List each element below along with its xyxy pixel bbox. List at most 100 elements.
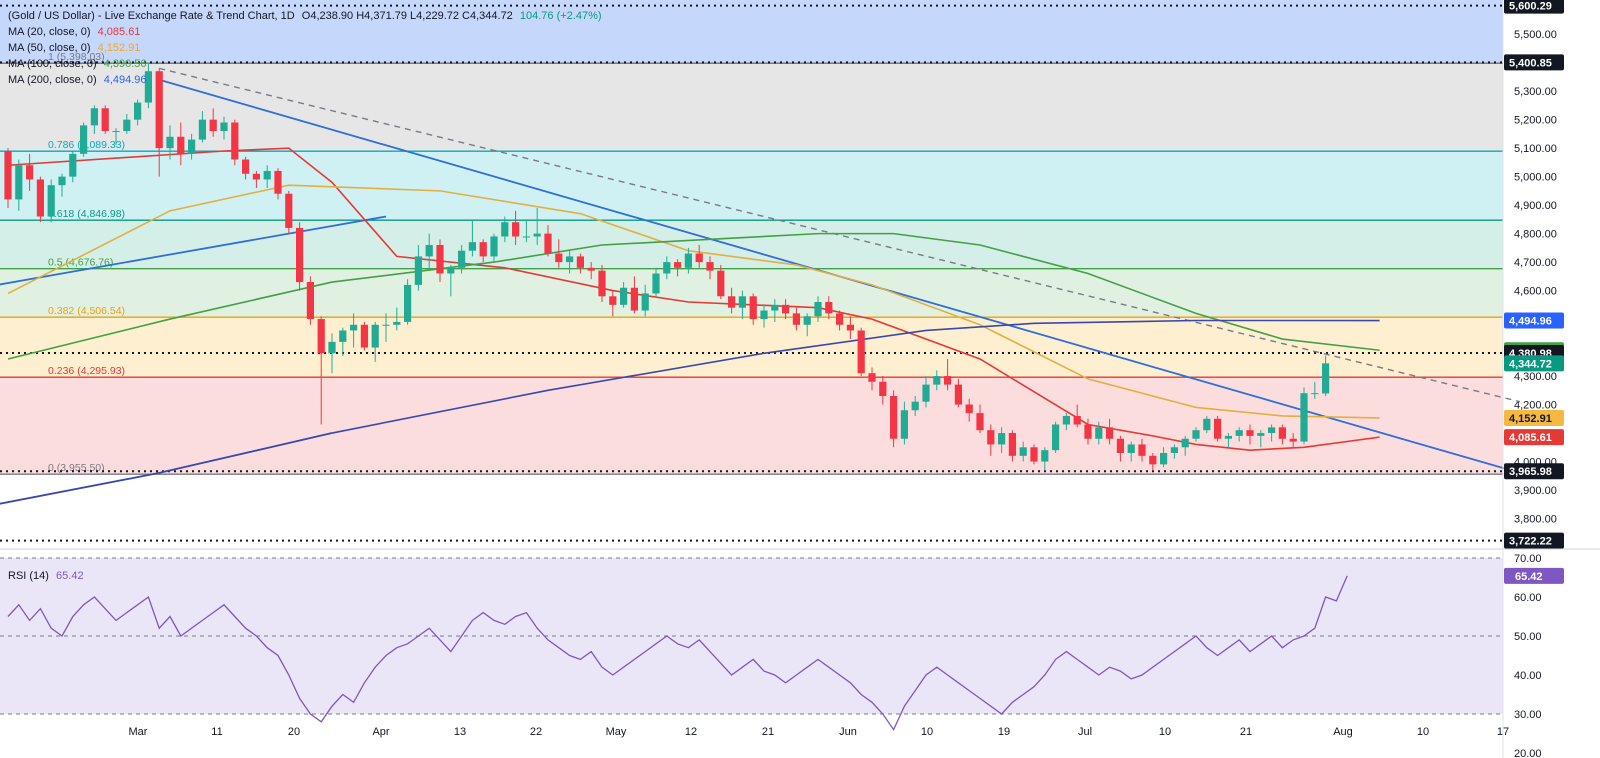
candle-down — [944, 376, 952, 385]
candle-up — [1181, 438, 1189, 448]
fib-zone — [0, 220, 1503, 269]
candle-down — [1106, 427, 1114, 439]
candle-up — [501, 222, 509, 237]
candle-down — [1084, 424, 1092, 439]
candle-down — [4, 150, 12, 200]
candle-up — [414, 256, 422, 285]
candle-up — [263, 170, 271, 180]
time-axis-tick: Jun — [839, 726, 857, 738]
candle-down — [1214, 418, 1222, 439]
candle-up — [382, 324, 390, 326]
price-axis-tick: 4,700.00 — [1514, 257, 1557, 269]
fib-zone — [0, 377, 1503, 475]
candle-down — [36, 179, 44, 217]
candle-down — [101, 108, 109, 132]
candle-up — [90, 108, 98, 126]
candle-down — [965, 404, 973, 414]
candle-up — [350, 324, 358, 331]
candle-up — [1235, 430, 1243, 436]
time-axis-tick: 13 — [454, 726, 466, 738]
candle-up — [188, 139, 196, 154]
candle-up — [1192, 430, 1200, 439]
rsi-value-badge-label: 65.42 — [1515, 571, 1543, 583]
price-axis-tick: 5,300.00 — [1514, 86, 1557, 98]
candle-down — [1278, 427, 1286, 439]
candle-up — [468, 242, 476, 251]
time-axis-tick: Apr — [372, 726, 389, 738]
candle-up — [641, 293, 649, 311]
price-badge — [1504, 355, 1564, 372]
candle-up — [1268, 427, 1276, 434]
rsi-legend-value: 65.42 — [56, 570, 84, 582]
candle-up — [490, 236, 498, 257]
candle-down — [890, 396, 898, 439]
candle-down — [1008, 433, 1016, 456]
candle-up — [425, 245, 433, 257]
price-badge — [1504, 463, 1564, 480]
candle-up — [663, 262, 671, 274]
fib-level-label: 1 (5,398.03) — [48, 51, 105, 63]
rsi-legend[interactable]: RSI (14) 65.42 — [8, 570, 84, 582]
candle-down — [544, 233, 552, 254]
candle-down — [177, 136, 185, 154]
price-axis-tick: 3,900.00 — [1514, 485, 1557, 497]
rsi-axis-tick: 60.00 — [1514, 592, 1542, 604]
candle-up — [771, 304, 779, 311]
candle-up — [393, 321, 401, 325]
candle-up — [69, 153, 77, 177]
time-axis-tick: 20 — [288, 726, 300, 738]
candle-up — [1052, 424, 1060, 451]
candle-down — [857, 330, 865, 374]
candle-down — [436, 245, 444, 274]
rsi-axis-tick: 40.00 — [1514, 670, 1542, 682]
time-axis-tick: 12 — [685, 726, 697, 738]
candle-up — [47, 185, 55, 217]
time-axis-tick: 21 — [762, 726, 774, 738]
candle-up — [458, 250, 466, 268]
candle-up — [533, 233, 541, 237]
candle-up — [112, 131, 120, 133]
candle-down — [209, 119, 217, 132]
time-axis-tick: Jul — [1078, 726, 1092, 738]
candle-down — [1149, 455, 1157, 465]
fib-level-label: 0.5 (4,676.76) — [48, 257, 113, 269]
candle-up — [339, 330, 347, 342]
candle-down — [479, 242, 487, 257]
price-axis-tick: 4,200.00 — [1514, 400, 1557, 412]
price-badge-label: 5,600.29 — [1509, 1, 1552, 13]
price-axis-tick: 4,900.00 — [1514, 200, 1557, 212]
candle-down — [231, 122, 239, 160]
price-badge — [1504, 54, 1564, 71]
candle-down — [598, 270, 606, 297]
candle-down — [1138, 444, 1146, 456]
candle-up — [760, 310, 768, 320]
rsi-axis-tick: 70.00 — [1514, 553, 1542, 565]
candle-down — [587, 267, 595, 271]
fib-level-label: 0 (3,955.50) — [48, 462, 105, 474]
price-badge-label: 4,344.72 — [1509, 358, 1552, 370]
candle-down — [1246, 430, 1254, 436]
candle-down — [717, 270, 725, 297]
price-badge-label: 4,085.61 — [1509, 432, 1552, 444]
candle-down — [1289, 438, 1297, 442]
fib-level-label: 0.236 (4,295.93) — [48, 365, 125, 377]
moving-average-line — [7, 232, 1380, 360]
candle-up — [404, 284, 412, 322]
candle-up — [1224, 435, 1232, 439]
candle-up — [371, 324, 379, 348]
rsi-line — [7, 575, 1348, 731]
candle-down — [976, 413, 984, 431]
candle-up — [911, 401, 919, 411]
fib-zone — [0, 317, 1503, 378]
time-axis-tick: Aug — [1333, 726, 1353, 738]
candle-up — [220, 122, 228, 132]
price-badge-label: 3,965.98 — [1509, 466, 1552, 478]
candle-up — [198, 119, 206, 140]
moving-average-line — [331, 319, 1380, 434]
time-axis-tick: 10 — [1159, 726, 1171, 738]
fib-zone — [0, 5, 1503, 64]
price-axis-tick: 5,100.00 — [1514, 143, 1557, 155]
candle-up — [652, 273, 660, 294]
candle-up — [1127, 444, 1135, 453]
